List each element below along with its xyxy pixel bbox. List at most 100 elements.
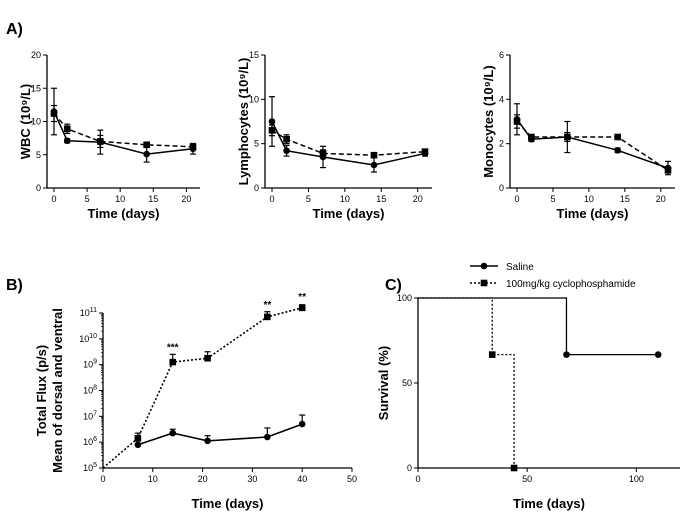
flux-chart: 105 106 107 108 109 1010 1011 0 10 20 30 40 50 Time (… <box>34 292 357 511</box>
x-tick-label: 20 <box>198 474 208 484</box>
data-point-0 <box>268 118 276 125</box>
x-axis-label: Time (days) <box>87 206 159 221</box>
x-tick-label: 5 <box>85 194 90 204</box>
y-tick-label: 15 <box>31 83 41 93</box>
data-point-0 <box>134 441 142 449</box>
data-point-1 <box>169 358 177 366</box>
x-tick-label: 10 <box>148 474 158 484</box>
data-point-1 <box>319 150 327 157</box>
data-point-0 <box>264 433 271 441</box>
x-tick-label: 0 <box>514 194 519 204</box>
y-axis-label: Monocytes (10⁹/L) <box>481 65 496 177</box>
legend-label-1: 100mg/kg cyclophosphamide <box>506 279 636 290</box>
data-point-0 <box>169 429 177 437</box>
data-point-1 <box>513 118 521 125</box>
panel-label-b: B) <box>6 277 23 294</box>
data-point-0 <box>143 150 150 158</box>
x-tick-label: 15 <box>620 194 630 204</box>
significance-annotation: ** <box>263 300 271 311</box>
y-axis-label: Survival (%) <box>376 346 391 420</box>
y-tick-label: 20 <box>31 50 41 60</box>
y-tick-label: 6 <box>499 50 504 60</box>
y-tick-label: 5 <box>254 139 259 149</box>
y-tick-label: 1011 <box>80 307 97 318</box>
x-tick-label: 10 <box>584 194 594 204</box>
series-line-0 <box>53 111 194 155</box>
y-tick-label: 106 <box>83 436 97 447</box>
data-point-1 <box>134 434 142 442</box>
x-tick-label: 20 <box>656 194 666 204</box>
legend-label-0: Saline <box>506 262 534 273</box>
series-line-1 <box>102 307 303 469</box>
data-point-1 <box>63 125 71 133</box>
x-tick-label: 50 <box>522 474 532 484</box>
y-tick-label: 1010 <box>79 333 97 344</box>
data-point-1 <box>370 151 378 159</box>
y-tick-label: 5 <box>36 150 41 160</box>
data-point-1 <box>143 141 150 149</box>
data-point-1 <box>298 304 306 312</box>
data-point-1 <box>614 133 621 141</box>
x-tick-label: 0 <box>415 474 420 484</box>
significance-annotation: *** <box>167 342 179 353</box>
x-tick-label: 0 <box>100 474 105 484</box>
data-point-1 <box>510 464 518 472</box>
x-tick-label: 5 <box>550 194 555 204</box>
x-axis-label: Time (days) <box>312 206 384 221</box>
x-tick-label: 10 <box>115 194 125 204</box>
y-tick-label: 15 <box>249 50 259 60</box>
data-point-1 <box>488 351 496 358</box>
y-tick-label: 2 <box>499 139 504 149</box>
data-point-0 <box>370 161 378 169</box>
x-tick-label: 0 <box>51 194 56 204</box>
legend-marker-0 <box>480 262 488 270</box>
y-tick-label: 0 <box>36 183 41 193</box>
data-point-1 <box>268 127 276 134</box>
x-tick-label: 30 <box>247 474 257 484</box>
y-tick-label: 4 <box>499 94 504 104</box>
significance-annotation: ** <box>298 292 306 303</box>
series-line-0 <box>418 297 659 356</box>
data-point-0 <box>563 351 570 358</box>
lymphocytes-chart: 0 5 10 15 0 5 10 15 20 Time (days) Lymphocytes (10… <box>236 50 432 221</box>
data-point-1 <box>264 313 271 321</box>
data-point-0 <box>298 420 306 428</box>
data-point-1 <box>564 133 571 141</box>
series-line-0 <box>137 423 303 446</box>
x-tick-label: 10 <box>340 194 350 204</box>
y-axis-label-line1: Total Flux (p/s) <box>34 345 49 436</box>
data-point-0 <box>614 147 621 154</box>
data-point-1 <box>528 133 535 141</box>
y-axis-label: Lymphocytes (10⁹/L) <box>236 58 251 186</box>
series-line-1 <box>516 120 669 171</box>
data-point-1 <box>189 143 197 151</box>
wbc-chart: 0 5 10 15 20 0 5 10 15 20 Time (days) WBC (10⁹/L) <box>18 50 200 221</box>
data-point-0 <box>204 437 211 445</box>
y-tick-label: 108 <box>83 385 97 396</box>
y-tick-label: 107 <box>83 410 97 421</box>
data-point-1 <box>50 110 58 117</box>
y-tick-label: 109 <box>83 359 97 370</box>
series-line-1 <box>418 297 515 468</box>
x-tick-label: 40 <box>297 474 307 484</box>
x-tick-label: 20 <box>181 194 191 204</box>
x-tick-label: 20 <box>413 194 423 204</box>
data-point-0 <box>283 147 290 155</box>
y-tick-label: 0 <box>407 463 412 473</box>
data-point-1 <box>664 166 672 174</box>
x-tick-label: 100 <box>629 474 644 484</box>
legend-marker-1 <box>480 279 488 287</box>
data-point-0 <box>63 137 71 145</box>
y-tick-label: 105 <box>83 462 97 473</box>
data-point-1 <box>204 354 211 362</box>
x-tick-label: 50 <box>347 474 357 484</box>
y-tick-label: 0 <box>254 183 259 193</box>
y-tick-label: 10 <box>31 117 41 127</box>
x-tick-label: 0 <box>269 194 274 204</box>
x-tick-label: 5 <box>306 194 311 204</box>
data-point-0 <box>654 351 662 358</box>
y-tick-label: 0 <box>499 183 504 193</box>
y-axis-label: WBC (10⁹/L) <box>18 84 33 160</box>
y-tick-label: 50 <box>402 378 412 388</box>
